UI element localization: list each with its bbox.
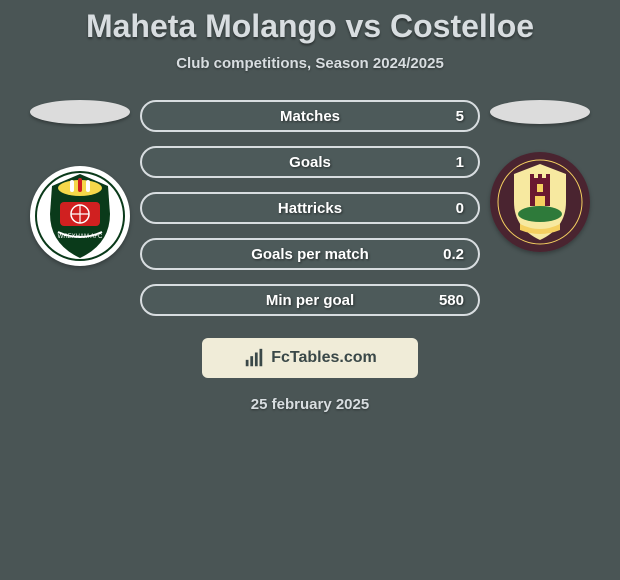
left-club-badge: WREXHAM AFC bbox=[30, 166, 130, 266]
stat-row-hattricks: Hattricks 0 bbox=[140, 192, 480, 224]
stats-column: Matches 5 Goals 1 Hattricks 0 Goals per … bbox=[140, 100, 480, 316]
svg-text:WREXHAM AFC: WREXHAM AFC bbox=[58, 234, 103, 240]
stat-right-value: 0.2 bbox=[443, 246, 464, 263]
brand-label: FcTables.com bbox=[271, 349, 377, 367]
stat-row-min-per-goal: Min per goal 580 bbox=[140, 284, 480, 316]
stat-label: Goals per match bbox=[251, 246, 369, 263]
stat-right-value: 580 bbox=[439, 292, 464, 309]
right-club-badge bbox=[490, 152, 590, 252]
right-flag-oval bbox=[490, 100, 590, 124]
page-title: Maheta Molango vs Costelloe bbox=[86, 8, 534, 45]
northampton-badge-icon bbox=[490, 152, 590, 252]
stat-label: Matches bbox=[280, 108, 340, 125]
subtitle: Club competitions, Season 2024/2025 bbox=[176, 55, 444, 72]
stat-right-value: 5 bbox=[456, 108, 464, 125]
stat-right-value: 1 bbox=[456, 154, 464, 171]
stat-row-matches: Matches 5 bbox=[140, 100, 480, 132]
stat-row-goals-per-match: Goals per match 0.2 bbox=[140, 238, 480, 270]
stat-label: Min per goal bbox=[266, 292, 354, 309]
stat-row-goals: Goals 1 bbox=[140, 146, 480, 178]
stat-right-value: 0 bbox=[456, 200, 464, 217]
wrexham-badge-icon: WREXHAM AFC bbox=[30, 166, 130, 266]
stat-label: Goals bbox=[289, 154, 331, 171]
left-player-column: WREXHAM AFC bbox=[20, 100, 140, 266]
chart-icon bbox=[243, 347, 265, 369]
brand-box[interactable]: FcTables.com bbox=[202, 338, 418, 378]
stat-label: Hattricks bbox=[278, 200, 342, 217]
date-line: 25 february 2025 bbox=[251, 396, 369, 413]
right-player-column bbox=[480, 100, 600, 252]
left-flag-oval bbox=[30, 100, 130, 124]
comparison-row: WREXHAM AFC Matches 5 Goals 1 Hattricks … bbox=[0, 100, 620, 316]
